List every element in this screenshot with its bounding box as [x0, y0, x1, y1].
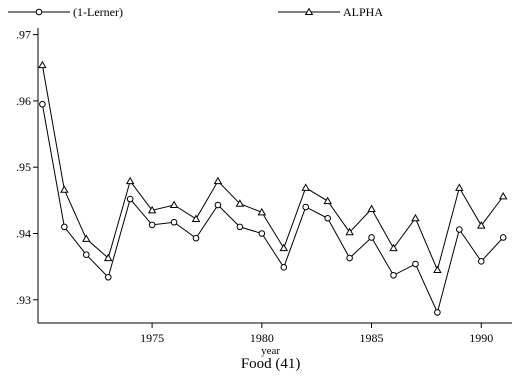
- data-point: [412, 260, 419, 268]
- data-point: [60, 185, 69, 193]
- data-point: [498, 191, 508, 200]
- legend-item: (1-Lerner): [8, 5, 123, 19]
- legend-label: (1-Lerner): [73, 5, 123, 19]
- legend: (1-Lerner) ALPHA: [8, 5, 383, 19]
- data-point: [213, 176, 223, 185]
- data-point: [302, 203, 310, 211]
- data-point: [61, 223, 68, 231]
- data-point: [346, 254, 353, 262]
- legend-marker: [304, 7, 314, 16]
- data-point: [125, 176, 135, 185]
- y-tick-label: .95: [16, 160, 31, 174]
- data-point: [390, 271, 397, 279]
- legend-label: ALPHA: [343, 5, 383, 19]
- data-point: [411, 213, 420, 222]
- data-point: [324, 214, 331, 222]
- data-point: [389, 243, 398, 252]
- x-tick-label: 1980: [250, 331, 274, 345]
- data-point: [169, 200, 179, 209]
- series-line: [41, 65, 504, 272]
- data-point: [477, 258, 485, 265]
- data-point: [280, 264, 288, 271]
- data-point: [104, 273, 112, 281]
- data-point: [455, 183, 464, 191]
- data-point: [477, 221, 486, 229]
- data-point: [345, 227, 354, 236]
- data-point: [279, 243, 289, 252]
- legend-item: ALPHA: [278, 5, 383, 19]
- data-point: [456, 226, 463, 233]
- data-point: [214, 201, 222, 209]
- series-layer: [38, 60, 508, 316]
- data-point: [301, 183, 310, 191]
- data-point: [235, 199, 245, 207]
- x-tick-label: 1975: [140, 331, 164, 345]
- series-line: [41, 104, 504, 314]
- chart-note: Food (41): [241, 356, 301, 372]
- x-tick-label: 1985: [360, 331, 384, 345]
- data-point: [192, 234, 200, 242]
- data-point: [258, 230, 266, 237]
- data-point: [433, 265, 442, 274]
- y-tick-label: .96: [16, 94, 31, 108]
- data-point: [126, 195, 134, 203]
- x-axis-title: year: [261, 345, 280, 357]
- y-tick-label: .97: [16, 28, 31, 42]
- series-1: [38, 60, 508, 274]
- data-point: [499, 234, 507, 241]
- data-point: [38, 60, 47, 69]
- data-point: [170, 218, 178, 226]
- data-point: [39, 100, 46, 108]
- data-point: [191, 214, 201, 222]
- data-point: [434, 309, 441, 316]
- legend-marker: [35, 8, 43, 16]
- axes: .93 .94 .95 .96 .97 1975 1980 1985 1990: [16, 28, 512, 345]
- data-point: [103, 253, 113, 262]
- data-point: [257, 207, 267, 216]
- data-point: [82, 251, 90, 259]
- data-point: [82, 234, 91, 242]
- x-tick-label: 1990: [469, 331, 493, 345]
- series-0: [39, 100, 507, 316]
- data-point: [367, 204, 376, 213]
- data-point: [236, 223, 244, 231]
- y-tick-label: .93: [16, 293, 31, 307]
- data-point: [323, 196, 332, 205]
- y-tick-label: .94: [16, 227, 31, 241]
- data-point: [148, 221, 156, 229]
- data-point: [147, 205, 157, 214]
- data-point: [368, 234, 375, 241]
